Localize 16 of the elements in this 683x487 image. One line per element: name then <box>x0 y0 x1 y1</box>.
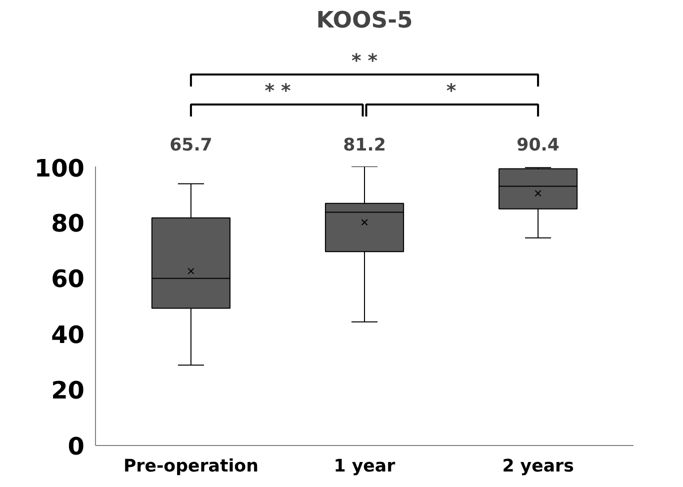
x-tick-label: 2 years <box>502 456 574 476</box>
y-tick-label: 100 <box>34 154 85 182</box>
x-tick-label: Pre-operation <box>123 456 258 476</box>
text: 65.7 <box>170 136 212 156</box>
x-tick-label: 1 year <box>334 456 396 476</box>
text: * <box>446 81 456 102</box>
text: 81.2 <box>343 136 386 156</box>
y-tick-label: 40 <box>51 320 85 349</box>
text: * * <box>351 51 378 72</box>
text: 90.4 <box>516 136 560 156</box>
chart-title: KOOS-5 <box>316 8 413 34</box>
y-tick-label: 80 <box>51 209 85 238</box>
text: * * <box>264 81 291 102</box>
y-tick-label: 20 <box>51 376 85 405</box>
y-tick-label: 0 <box>68 432 85 460</box>
y-tick-label: 60 <box>51 265 85 294</box>
